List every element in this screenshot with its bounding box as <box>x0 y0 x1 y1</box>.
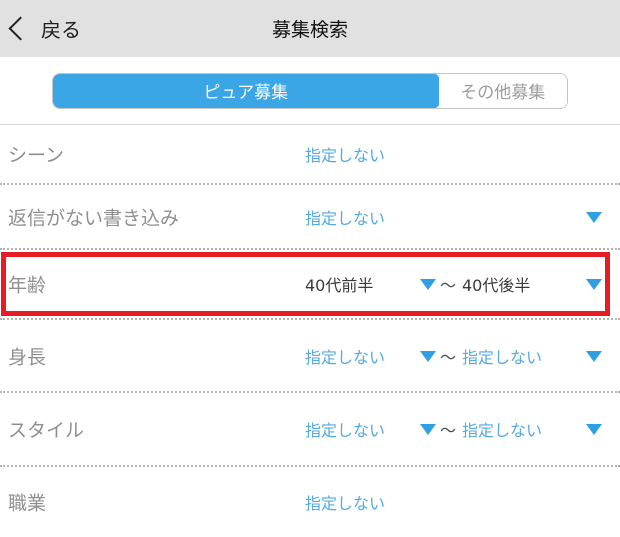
row-label: 身長 <box>8 346 47 368</box>
no-reply-value[interactable]: 指定しない <box>305 208 386 228</box>
age-from-value[interactable]: 40代前半 <box>305 276 374 295</box>
search-filter-list: シーン 指定しない 返信がない書き込み 指定しない 年齢 40代前半 ～ 40代… <box>0 125 620 537</box>
range-separator: ～ <box>440 347 457 367</box>
tab-bar-area: ピュア募集 その他募集 <box>0 57 620 125</box>
dropdown-arrow-icon[interactable] <box>586 211 602 223</box>
height-from-value[interactable]: 指定しない <box>305 347 386 367</box>
dropdown-arrow-icon[interactable] <box>586 424 602 436</box>
row-style: スタイル 指定しない ～ 指定しない <box>0 393 620 467</box>
dropdown-arrow-icon[interactable] <box>420 424 436 436</box>
tab-pure-recruit[interactable]: ピュア募集 <box>53 73 440 108</box>
style-from-value[interactable]: 指定しない <box>305 421 386 440</box>
dropdown-arrow-icon[interactable] <box>420 279 436 291</box>
back-label: 戻る <box>41 18 81 42</box>
back-button[interactable]: 戻る <box>0 14 81 43</box>
age-to-value[interactable]: 40代後半 <box>462 276 531 295</box>
dropdown-arrow-icon[interactable] <box>586 279 602 291</box>
tab-other-recruit[interactable]: その他募集 <box>438 73 567 108</box>
row-age: 年齢 40代前半 ～ 40代後半 <box>0 250 620 320</box>
scene-value[interactable]: 指定しない <box>305 146 386 165</box>
row-no-reply-posts: 返信がない書き込み 指定しない <box>0 185 620 250</box>
row-height: 身長 指定しない ～ 指定しない <box>0 320 620 393</box>
header: 戻る 募集検索 <box>0 0 620 57</box>
row-label: 返信がない書き込み <box>8 207 180 229</box>
tab-bar: ピュア募集 その他募集 <box>52 72 568 109</box>
range-separator: ～ <box>440 276 457 295</box>
back-chevron-icon <box>8 15 33 41</box>
page-title: 募集検索 <box>271 19 348 41</box>
row-label: 職業 <box>8 492 47 515</box>
row-label: 年齢 <box>8 274 47 297</box>
row-occupation: 職業 指定しない <box>0 467 620 537</box>
style-to-value[interactable]: 指定しない <box>462 421 543 440</box>
dropdown-arrow-icon[interactable] <box>420 350 436 362</box>
row-scene: シーン 指定しない <box>0 125 620 185</box>
row-label: スタイル <box>8 419 85 442</box>
range-separator: ～ <box>440 421 457 440</box>
occupation-value[interactable]: 指定しない <box>305 494 386 513</box>
height-to-value[interactable]: 指定しない <box>462 347 543 367</box>
row-label: シーン <box>8 144 65 167</box>
dropdown-arrow-icon[interactable] <box>586 350 602 362</box>
